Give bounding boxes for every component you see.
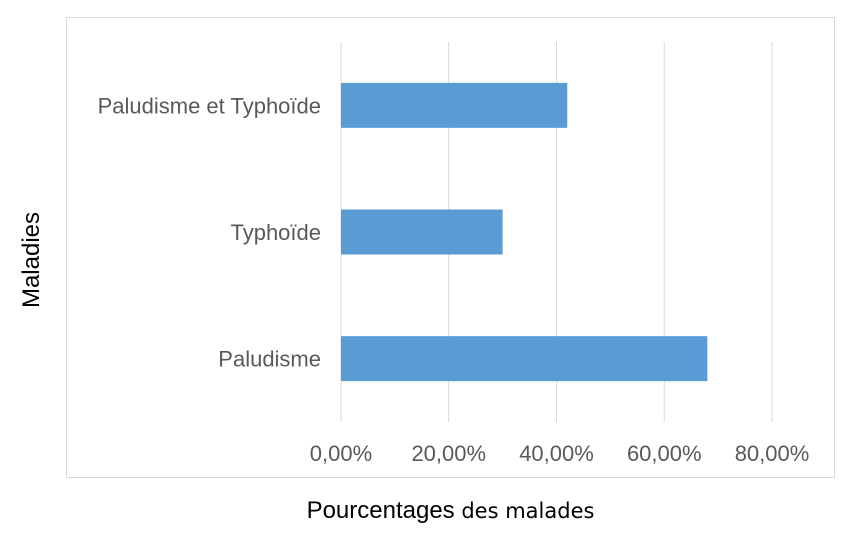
x-axis-title-part2: des malades — [454, 499, 595, 523]
x-axis-title-part1: Pourcentages — [306, 497, 455, 524]
bar-0 — [341, 82, 568, 128]
x-tick-label-0: 0,00% — [310, 441, 372, 466]
category-label-2: Paludisme — [218, 347, 321, 372]
bar-1 — [341, 209, 503, 255]
x-tick-label-4: 80,00% — [735, 441, 810, 466]
x-axis-title: Pourcentages des malades — [66, 497, 835, 525]
x-tick-label-3: 60,00% — [627, 441, 702, 466]
y-axis-title: Maladies — [18, 211, 45, 309]
bar-2 — [341, 336, 708, 382]
x-tick-label-2: 40,00% — [519, 441, 594, 466]
category-label-1: Typhoïde — [230, 220, 321, 245]
x-tick-label-1: 20,00% — [411, 441, 486, 466]
category-label-0: Paludisme et Typhoïde — [98, 93, 321, 118]
